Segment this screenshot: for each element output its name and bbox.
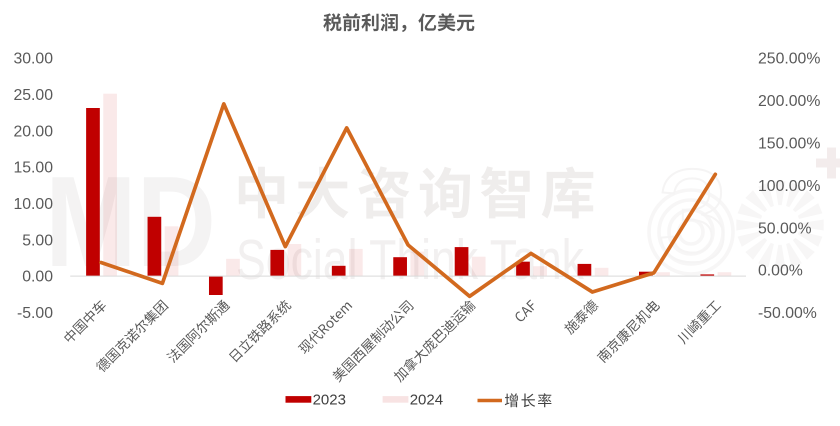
svg-text:MD: MD	[45, 150, 216, 294]
svg-text:2024: 2024	[410, 392, 443, 409]
svg-text:250.00%: 250.00%	[758, 51, 820, 68]
svg-text:10.00: 10.00	[13, 196, 53, 213]
svg-text:150.00%: 150.00%	[758, 135, 820, 152]
svg-text:50.00%: 50.00%	[758, 220, 812, 237]
svg-text:2023: 2023	[313, 392, 346, 409]
svg-text:5.00: 5.00	[22, 232, 53, 249]
svg-text:200.00%: 200.00%	[758, 93, 820, 110]
svg-text:Social Think Tank: Social Think Tank	[236, 228, 584, 292]
svg-text:0.00%: 0.00%	[758, 263, 803, 280]
svg-text:100.00%: 100.00%	[758, 178, 820, 195]
svg-text:25.00: 25.00	[13, 87, 53, 104]
svg-text:20.00: 20.00	[13, 123, 53, 140]
svg-text:0.00: 0.00	[22, 269, 53, 286]
svg-text:-5.00: -5.00	[17, 305, 53, 322]
svg-text:3: 3	[656, 142, 729, 289]
svg-text:-50.00%: -50.00%	[758, 305, 817, 322]
svg-text:30.00: 30.00	[13, 51, 53, 68]
svg-text:15.00: 15.00	[13, 160, 53, 177]
